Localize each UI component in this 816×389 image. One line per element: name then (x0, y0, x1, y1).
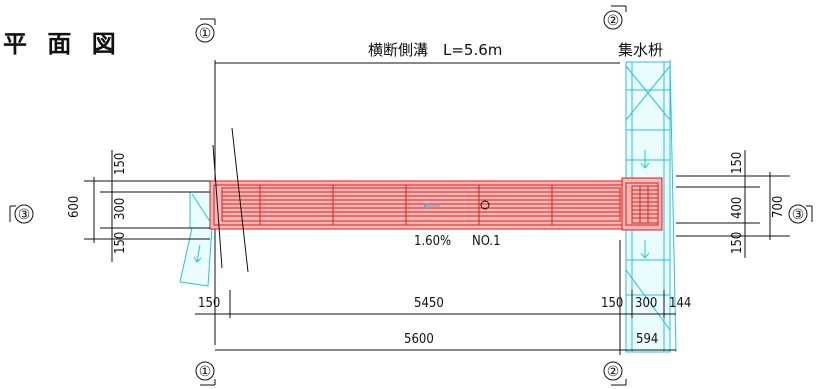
section-1-bottom-marker: ① (195, 361, 216, 386)
right-dimension-stack: 150 400 150 700 (676, 150, 790, 258)
section-2-bottom-marker: ② (603, 361, 627, 386)
section-2-top-marker: ② (603, 5, 627, 30)
svg-text:300: 300 (635, 296, 657, 311)
side-ditch-channel (209, 180, 627, 230)
section-3-right-marker: ③ (788, 204, 813, 224)
left-dimension-stack: 150 300 150 600 (67, 150, 210, 262)
drawing-title: 平 面 図 (3, 30, 122, 58)
svg-text:150: 150 (198, 296, 220, 311)
number-label: NO.1 (472, 234, 501, 249)
section-1-top-marker: ① (195, 18, 216, 43)
svg-text:③: ③ (18, 207, 31, 223)
svg-text:150: 150 (113, 153, 128, 175)
section-3-left-marker: ③ (9, 204, 34, 224)
svg-text:②: ② (607, 13, 620, 29)
svg-text:594: 594 (636, 332, 658, 347)
svg-text:②: ② (607, 364, 620, 380)
svg-text:③: ③ (792, 207, 805, 223)
svg-text:700: 700 (771, 196, 786, 218)
svg-text:①: ① (199, 26, 212, 42)
svg-text:①: ① (199, 364, 212, 380)
svg-text:150: 150 (730, 152, 745, 174)
svg-text:600: 600 (67, 196, 82, 218)
svg-text:5600: 5600 (404, 332, 434, 347)
svg-text:150: 150 (601, 296, 623, 311)
channel-label: 横断側溝 L=5.6m (368, 41, 502, 59)
bottom-dimensions-row1: 150 5450 150 300 144 (195, 240, 691, 355)
svg-text:144: 144 (669, 296, 691, 311)
bottom-dimensions-row2: 5600 594 (215, 332, 676, 351)
svg-text:400: 400 (730, 197, 745, 219)
svg-text:150: 150 (730, 232, 745, 254)
svg-text:300: 300 (113, 198, 128, 220)
svg-text:5450: 5450 (414, 296, 444, 311)
catch-basin-label: 集水枡 (618, 41, 663, 59)
svg-text:150: 150 (113, 232, 128, 254)
slope-label: 1.60% (414, 234, 451, 249)
catch-basin (621, 177, 663, 231)
